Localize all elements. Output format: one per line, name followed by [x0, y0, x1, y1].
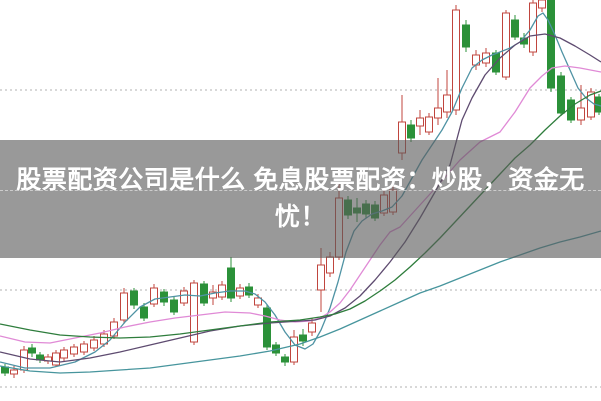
candle-down — [170, 299, 178, 313]
candle-up — [120, 292, 128, 321]
candle-up — [452, 9, 460, 111]
grid-lines — [0, 89, 601, 388]
candle-down — [547, 0, 555, 89]
candle-up — [326, 256, 334, 274]
candle-down — [263, 307, 271, 348]
candle-up — [254, 297, 262, 306]
candle-down — [557, 75, 565, 114]
candle-up — [60, 349, 68, 359]
candle-up — [416, 117, 424, 127]
candle-up — [290, 336, 298, 363]
candle-up — [190, 282, 198, 343]
ma-magenta — [0, 65, 601, 344]
candle-up — [10, 369, 18, 375]
candle-up — [529, 2, 537, 53]
candle-down — [200, 283, 208, 304]
candle-down — [511, 19, 519, 38]
ma-dark-purple — [0, 33, 601, 363]
headline-line-2: 忧！ — [274, 203, 326, 231]
candle-down — [130, 290, 138, 306]
candle-up — [80, 343, 88, 353]
candle-down — [140, 306, 148, 319]
candle-up — [538, 0, 546, 9]
candle-up — [52, 352, 60, 366]
headline-banner — [0, 140, 601, 258]
candle-down — [299, 334, 307, 342]
candle-up — [308, 322, 316, 333]
candle-up — [236, 287, 244, 297]
candle-up — [425, 116, 433, 133]
candle-down — [281, 356, 289, 363]
candle-up — [502, 12, 510, 78]
candle-up — [70, 346, 78, 355]
candle-up — [209, 291, 217, 299]
candle-up — [150, 287, 158, 305]
candle-up — [577, 107, 585, 121]
headline-text: 股票配资公司是什么 免息股票配资：炒股，资金无 忧！ — [0, 162, 601, 236]
gridline-through-banner — [0, 190, 601, 191]
candles — [1, 0, 601, 378]
candle-up — [434, 107, 442, 119]
candle-down — [462, 24, 470, 48]
candle-down — [227, 267, 235, 299]
candle-up — [443, 94, 451, 113]
candle-up — [90, 339, 98, 349]
candle-up — [218, 284, 226, 298]
candle-up — [180, 290, 188, 304]
headline-line-1: 股票配资公司是什么 免息股票配资：炒股，资金无 — [16, 166, 585, 194]
candle-up — [317, 264, 325, 291]
candle-down — [407, 124, 415, 139]
candle-down — [567, 99, 575, 121]
candle-down — [28, 347, 36, 354]
